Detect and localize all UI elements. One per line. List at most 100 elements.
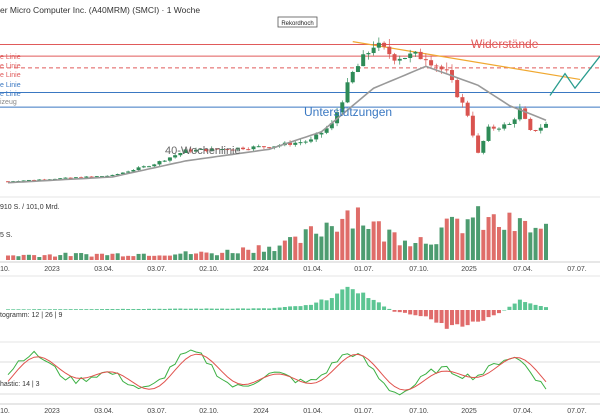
candle-body [267, 147, 272, 149]
macd-bar [465, 310, 470, 326]
volume-bar [100, 253, 105, 260]
macd-bar [382, 306, 387, 310]
candle-body [162, 160, 167, 162]
candle-body [115, 174, 120, 176]
volume-bar [251, 252, 256, 260]
candle-body [188, 149, 193, 152]
volume-bar [79, 253, 84, 260]
candle-body [68, 177, 73, 179]
record-high-label: Rekordhoch [281, 21, 313, 27]
macd-bar [298, 306, 303, 310]
volume-bar [261, 251, 266, 260]
x-tick-label: 03.04. [94, 266, 114, 273]
macd-bar [496, 310, 501, 314]
candle-body [439, 66, 444, 70]
volume-bar [376, 221, 381, 260]
level-label-1: e Linie [0, 54, 21, 61]
volume-bar [350, 228, 355, 260]
x-tick-label: 03.07. [147, 266, 167, 273]
macd-bar [120, 308, 125, 310]
candle-body [350, 71, 355, 83]
macd-bar [26, 309, 31, 310]
macd-bar [439, 310, 444, 324]
candle-body [491, 126, 496, 129]
macd-bar [345, 286, 350, 310]
candle-body [235, 147, 240, 150]
macd-bar [105, 308, 110, 310]
macd-bar [241, 308, 246, 310]
volume-bar [167, 255, 172, 260]
macd-bar [131, 309, 136, 310]
macd-bar [110, 309, 115, 310]
volume-bar [512, 231, 517, 260]
macd-bar [455, 310, 460, 325]
volume-bar [324, 222, 329, 260]
candle-body [230, 149, 235, 151]
macd-bar [173, 308, 178, 310]
volume-bar [220, 252, 225, 260]
volume-bar [230, 253, 235, 260]
volume-bar [355, 207, 360, 260]
macd-bar [32, 309, 37, 310]
volume-bar [517, 218, 522, 260]
candle-body [376, 42, 381, 48]
macd-bar [512, 303, 517, 310]
level-label-4: e Linie [0, 82, 21, 89]
macd-bar [350, 289, 355, 310]
volume-bar [53, 256, 58, 260]
volume-bar [460, 233, 465, 260]
price-candles [6, 37, 548, 184]
macd-bar [267, 308, 272, 310]
macd-bar [21, 309, 26, 310]
candle-body [455, 80, 460, 98]
macd-bar [288, 306, 293, 310]
x-tick-label: 07.07. [567, 266, 587, 273]
volume-bar [110, 253, 115, 260]
candle-body [89, 176, 94, 178]
macd-bar [470, 310, 475, 322]
volume-sublabel: 5 S. [0, 232, 13, 239]
volume-bar [136, 253, 141, 260]
candle-body [183, 149, 188, 154]
volume-bar [298, 242, 303, 260]
macd-bar [178, 308, 183, 310]
candle-body [136, 167, 141, 171]
volume-bar [481, 229, 486, 260]
volume-bar [68, 256, 73, 260]
candle-body [94, 176, 99, 178]
volume-bar [256, 245, 261, 260]
volume-bars [6, 206, 548, 260]
candle-body [371, 47, 376, 54]
macd-bar [523, 302, 528, 310]
macd-bar [293, 306, 298, 310]
macd-bar [408, 310, 413, 315]
candle-body [303, 141, 308, 143]
x-tick-label: 07.04. [513, 266, 533, 273]
macd-bar [115, 309, 120, 310]
macd-bar [230, 308, 235, 310]
macd-bar [319, 299, 324, 310]
stochastic-d-line [7, 353, 547, 391]
macd-bar [68, 309, 73, 310]
volume-bar [26, 254, 31, 260]
x-tick-label: 2023 [44, 408, 60, 415]
candle-body [73, 177, 78, 179]
moving-average-line [7, 65, 547, 184]
macd-bar [272, 307, 277, 310]
moving-average-label: 40-Wochenlinie [165, 145, 241, 157]
x-tick-label: 07.07. [567, 408, 587, 415]
candle-body [345, 82, 350, 103]
macd-bar [204, 308, 209, 310]
volume-bar [73, 253, 78, 260]
volume-bar [538, 228, 543, 260]
candle-body [105, 175, 110, 177]
volume-bar [366, 228, 371, 260]
candle-body [147, 166, 152, 168]
candle-body [293, 142, 298, 145]
macd-bar [314, 302, 319, 310]
level-label-2: e Linie [0, 63, 21, 70]
volume-bar [246, 249, 251, 260]
candle-body [496, 128, 501, 130]
volume-bar [21, 254, 26, 260]
